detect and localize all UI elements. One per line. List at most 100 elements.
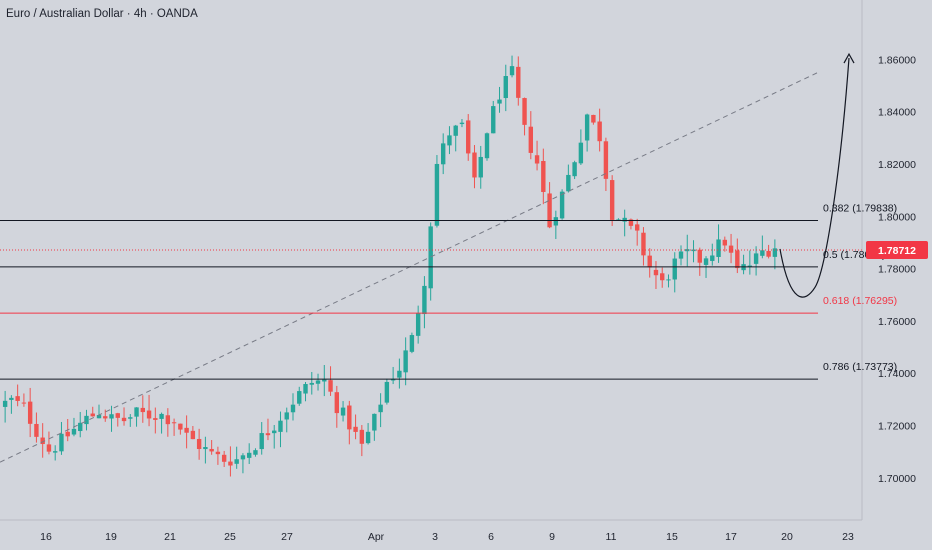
candle-body (459, 122, 465, 125)
candle-body (228, 461, 233, 466)
x-tick-label: 19 (105, 531, 117, 543)
candle-body (322, 379, 327, 382)
candle-body (534, 155, 540, 164)
candle-body (284, 412, 289, 420)
candle-body (52, 451, 58, 453)
candle-body (59, 433, 64, 452)
x-tick-label: 16 (40, 531, 52, 543)
candle-body (159, 413, 164, 419)
candle-body (9, 397, 14, 400)
candle-body (578, 142, 584, 164)
candle-body (65, 431, 70, 437)
candle-body (697, 249, 702, 263)
current-price-badge (866, 240, 928, 259)
candle-body (372, 413, 377, 431)
x-tick-label: 21 (164, 531, 176, 543)
candle-body (434, 163, 440, 226)
candle-body (422, 285, 427, 315)
candle-body (190, 430, 196, 440)
candle-layer (2, 55, 778, 477)
candle-body (522, 98, 527, 125)
candle-body (584, 114, 590, 141)
chart-title: Euro / Australian Dollar · 4h · OANDA (6, 8, 198, 20)
candle-body (528, 126, 534, 153)
candle-body (334, 392, 340, 414)
candle-body (390, 379, 396, 381)
candle-body (134, 407, 139, 417)
candle-body (303, 384, 308, 394)
candle-body (440, 143, 446, 165)
candle-body (272, 430, 277, 434)
candle-body (497, 99, 502, 104)
candle-body (96, 415, 102, 419)
x-tick-label: 25 (224, 531, 236, 543)
overlay-layer: 0.382 (1.79838)0.5 (1.78067)0.618 (1.762… (0, 52, 897, 463)
candle-body (121, 417, 127, 422)
candle-body (115, 413, 120, 418)
candle-body (653, 269, 659, 276)
candle-body (109, 414, 114, 419)
candle-body (616, 219, 621, 221)
y-tick-label: 1.72000 (878, 421, 916, 433)
candle-body (315, 380, 321, 384)
candle-body (378, 404, 383, 413)
candle-body (591, 114, 596, 123)
candle-body (753, 253, 759, 264)
fib-level-label: 0.382 (1.79838) (823, 202, 897, 214)
axis-layer: 1.86000 1.84000 1.82000 1.80000 1.78000 1.760… (40, 54, 928, 543)
candle-body (178, 423, 183, 430)
y-tick-label: 1.80000 (878, 211, 916, 223)
candle-body (710, 255, 715, 261)
candle-body (340, 407, 346, 416)
candle-body (766, 250, 771, 257)
arrow-head (843, 52, 855, 64)
x-tick-label: 6 (488, 531, 494, 543)
candle-body (2, 400, 8, 407)
x-tick-label: 11 (606, 531, 617, 543)
candle-body (634, 224, 640, 231)
x-tick-label: 20 (781, 531, 793, 543)
candle-body (253, 450, 258, 455)
candle-body (472, 152, 477, 178)
candle-body (347, 405, 352, 430)
candle-body (547, 193, 552, 228)
candle-body (409, 335, 415, 352)
candle-body (666, 279, 671, 281)
candle-body (628, 219, 634, 226)
candle-body (365, 431, 371, 444)
candle-body (553, 217, 559, 226)
candle-body (397, 370, 402, 378)
candle-body (246, 452, 252, 458)
x-tick-label: 15 (666, 531, 678, 543)
candle-body (34, 423, 39, 437)
grid-layer (0, 0, 863, 521)
candle-body (196, 438, 202, 450)
candle-body (641, 232, 646, 256)
candle-body (221, 454, 227, 462)
candle-body (728, 245, 734, 253)
candle-body (90, 413, 95, 417)
candle-body (290, 404, 296, 413)
y-tick-label: 1.82000 (878, 159, 916, 171)
candle-body (760, 250, 765, 256)
y-tick-label: 1.74000 (878, 368, 916, 380)
candle-body (672, 258, 677, 280)
projection-arrow (779, 58, 850, 298)
candle-body (328, 380, 333, 392)
y-tick-label: 1.86000 (878, 54, 916, 66)
candle-body (722, 239, 728, 246)
x-tick-label: 3 (432, 531, 438, 543)
candle-body (660, 273, 665, 281)
candle-body (21, 402, 27, 404)
candle-body (541, 160, 546, 192)
fib-level-label: 0.618 (1.76295) (823, 295, 897, 307)
x-tick-label: 9 (549, 531, 555, 543)
candle-body (27, 401, 33, 424)
candle-body (359, 429, 365, 444)
candle-body (128, 417, 133, 419)
candle-body (559, 191, 565, 219)
candle-body (309, 382, 314, 385)
current-price-label: 1.78712 (878, 245, 916, 257)
x-tick-label: 27 (281, 531, 293, 543)
